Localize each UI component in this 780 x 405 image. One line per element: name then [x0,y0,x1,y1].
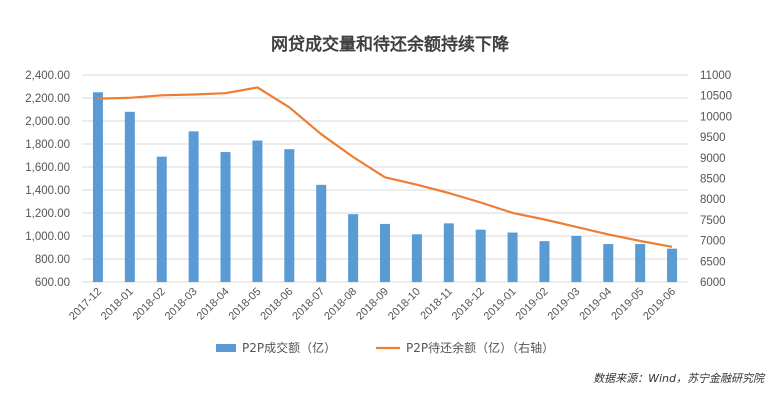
y-right-tick-label: 7000 [700,236,726,248]
y-right-tick-label: 9000 [700,153,726,165]
series-line [97,86,673,248]
y-right-tick-label: 8000 [700,194,726,206]
bar [571,236,582,282]
bar [507,232,518,282]
y-right-tick-label: 10500 [700,91,732,103]
bar [284,149,295,282]
y-left-tick-label: 2,400.00 [25,70,70,82]
x-tick-label: 2017-12 [67,286,104,323]
x-tick-label: 2018-05 [227,286,264,323]
bar [475,229,486,282]
x-tick-label: 2018-06 [258,286,295,323]
data-source-note: 数据来源：Wind，苏宁金融研究院 [593,372,764,385]
y-right-tick-label: 6000 [700,277,726,289]
x-tick-label: 2018-07 [290,286,327,323]
y-left-tick-label: 1,800.00 [25,139,70,151]
y-right-tick-label: 10000 [700,111,732,123]
bar [380,223,390,282]
y-right-tick-label: 7500 [700,215,726,227]
bar [603,244,614,282]
x-tick-label: 2019-06 [641,286,678,323]
x-tick-label: 2018-03 [163,286,200,323]
bar [92,92,103,282]
bar [667,248,678,282]
y-left-tick-label: 800.00 [35,254,70,266]
bar [220,152,231,282]
chart-title: 网贷成交量和待还余额持续下降 [271,35,509,55]
y-right-tick-label: 9500 [700,132,726,144]
x-tick-label: 2019-02 [514,286,551,323]
y-right-tick-label: 6500 [700,256,726,268]
legend-bar-swatch [216,344,236,352]
bar [252,140,263,282]
y-right-tick-label: 8500 [700,174,726,186]
bar [411,234,422,282]
bar [443,223,454,282]
y-left-tick-label: 600.00 [35,277,70,289]
y-left-tick-label: 1,000.00 [25,231,70,243]
x-tick-label: 2019-01 [482,286,519,323]
x-tick-label: 2018-02 [131,286,168,323]
bar [539,241,550,282]
x-tick-label: 2018-10 [386,286,423,323]
x-tick-label: 2019-05 [609,286,646,323]
bar [635,244,646,282]
x-tick-label: 2018-01 [99,286,136,323]
y-left-tick-label: 2,000.00 [25,116,70,128]
x-tick-label: 2018-12 [450,286,487,323]
legend-line-label: P2P待还余额（亿）（右轴） [406,340,554,355]
y-left-tick-label: 1,400.00 [25,185,70,197]
bar [156,156,167,282]
bar [348,214,359,282]
bar [316,184,327,282]
bar [188,131,199,282]
x-tick-label: 2018-08 [322,286,359,323]
bar [124,111,135,282]
y-left-tick-label: 1,600.00 [25,162,70,174]
x-tick-label: 2018-04 [195,286,232,323]
y-right-tick-label: 11000 [700,70,731,82]
x-tick-label: 2018-11 [418,286,454,322]
legend-bar-label: P2P成交额（亿） [242,340,336,355]
x-tick-label: 2019-04 [577,286,614,323]
y-left-tick-label: 1,200.00 [25,208,70,220]
y-left-tick-label: 2,200.00 [25,93,70,105]
x-tick-label: 2018-09 [354,286,391,323]
x-tick-label: 2019-03 [545,286,582,323]
